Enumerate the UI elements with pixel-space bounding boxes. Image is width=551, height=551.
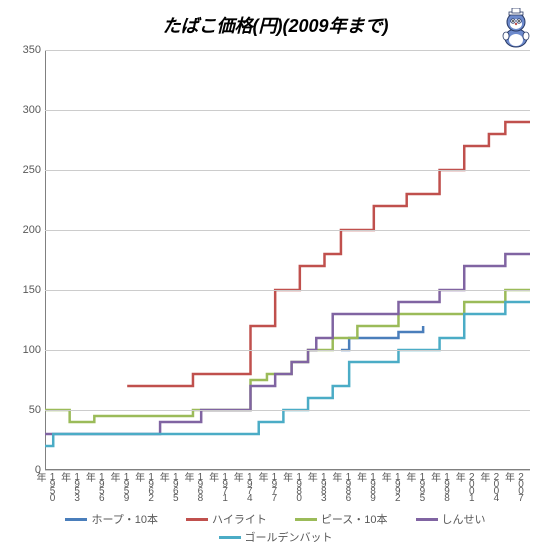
- grid-line: [45, 350, 530, 351]
- grid-line: [45, 50, 530, 51]
- x-tick-label: 1989年: [353, 470, 379, 500]
- legend-item-peace: ピース・10本: [295, 511, 388, 527]
- x-tick-label: 1983年: [303, 470, 329, 500]
- grid-line: [45, 410, 530, 411]
- grid-line: [45, 230, 530, 231]
- legend-swatch: [416, 518, 438, 521]
- legend: ホープ・10本 ハイライト ピース・10本 しんせいゴールデンバット: [0, 511, 551, 545]
- series-shinsei: [45, 254, 530, 434]
- chart-title: たばこ価格(円)(2009年まで): [0, 12, 551, 38]
- x-tick-label: 2007年: [501, 470, 527, 500]
- legend-swatch: [219, 536, 241, 539]
- legend-item-hilite: ハイライト: [186, 511, 267, 527]
- x-tick-label: 1986年: [328, 470, 354, 500]
- legend-label: しんせい: [442, 511, 486, 527]
- legend-swatch: [65, 518, 87, 521]
- legend-label: ピース・10本: [321, 511, 388, 527]
- x-tick-label: 1962年: [131, 470, 157, 500]
- legend-label: ゴールデンバット: [245, 529, 333, 545]
- y-tick-label: 300: [23, 104, 45, 116]
- y-tick-label: 250: [23, 164, 45, 176]
- legend-item-shinsei: しんせい: [416, 511, 486, 527]
- x-tick-label: 1974年: [229, 470, 255, 500]
- y-tick-label: 150: [23, 284, 45, 296]
- x-tick-label: 1959年: [106, 470, 132, 500]
- legend-label: ホープ・10本: [91, 511, 158, 527]
- x-tick-label: 2001年: [451, 470, 477, 500]
- x-tick-label: 1956年: [81, 470, 107, 500]
- chart-container: たばこ価格(円)(2009年まで) 0501001502002503003501…: [0, 0, 551, 551]
- series-hilite: [127, 122, 530, 386]
- y-tick-label: 100: [23, 344, 45, 356]
- x-tick-label: 2004年: [476, 470, 502, 500]
- y-tick-label: 350: [23, 44, 45, 56]
- legend-label: ハイライト: [212, 511, 267, 527]
- y-tick-label: 50: [29, 404, 45, 416]
- x-tick-label: 1977年: [254, 470, 280, 500]
- legend-swatch: [186, 518, 208, 521]
- y-tick-label: 200: [23, 224, 45, 236]
- x-tick-label: 1992年: [377, 470, 403, 500]
- series-peace: [45, 290, 530, 422]
- grid-line: [45, 110, 530, 111]
- mascot-icon: [495, 8, 537, 55]
- x-tick-label: 1965年: [155, 470, 181, 500]
- x-tick-label: 1968年: [180, 470, 206, 500]
- grid-line: [45, 290, 530, 291]
- x-tick-label: 1998年: [427, 470, 453, 500]
- x-tick-label: 1971年: [205, 470, 231, 500]
- x-tick-label: 1953年: [57, 470, 83, 500]
- x-tick-label: 1980年: [279, 470, 305, 500]
- legend-item-golden: ゴールデンバット: [219, 529, 333, 545]
- x-tick-label: 1950年: [32, 470, 58, 500]
- plot-area: 0501001502002503003501950年1953年1956年1959…: [45, 50, 530, 470]
- grid-line: [45, 170, 530, 171]
- legend-swatch: [295, 518, 317, 521]
- legend-item-hope: ホープ・10本: [65, 511, 158, 527]
- series-layer: [45, 50, 530, 470]
- x-tick-label: 1995年: [402, 470, 428, 500]
